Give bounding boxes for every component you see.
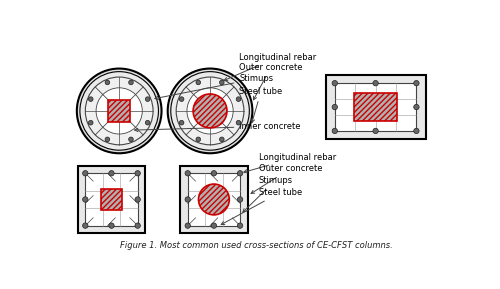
Text: Longitudinal rebar: Longitudinal rebar: [244, 153, 336, 173]
Circle shape: [88, 121, 93, 125]
Text: Outer concrete: Outer concrete: [240, 62, 303, 100]
Circle shape: [171, 72, 250, 150]
Circle shape: [373, 128, 378, 134]
Circle shape: [185, 171, 190, 176]
Bar: [78, 166, 146, 233]
Circle shape: [196, 137, 200, 142]
Circle shape: [332, 128, 338, 134]
Ellipse shape: [198, 184, 230, 215]
Bar: [180, 166, 248, 233]
Circle shape: [414, 128, 419, 134]
Circle shape: [332, 81, 338, 86]
Text: Stimups: Stimups: [243, 176, 292, 212]
Circle shape: [135, 171, 140, 176]
Text: Stimups: Stimups: [155, 74, 274, 100]
Circle shape: [105, 137, 110, 142]
Circle shape: [414, 81, 419, 86]
Circle shape: [146, 97, 150, 101]
Circle shape: [236, 97, 241, 101]
Circle shape: [414, 104, 419, 110]
Circle shape: [238, 197, 243, 202]
Circle shape: [180, 121, 184, 125]
Circle shape: [82, 171, 88, 176]
Text: Longitudinal rebar: Longitudinal rebar: [224, 53, 316, 81]
Circle shape: [135, 223, 140, 228]
Circle shape: [176, 77, 244, 145]
Bar: [326, 75, 426, 139]
Text: Steel tube: Steel tube: [240, 87, 282, 123]
Circle shape: [105, 80, 110, 85]
Text: Steel tube: Steel tube: [221, 188, 302, 225]
Bar: [86, 173, 138, 226]
Circle shape: [211, 223, 216, 228]
Bar: [100, 189, 122, 210]
Circle shape: [128, 80, 134, 85]
Circle shape: [88, 97, 93, 101]
Bar: [354, 93, 397, 121]
Circle shape: [180, 97, 184, 101]
Circle shape: [86, 77, 153, 145]
Circle shape: [185, 223, 190, 228]
Circle shape: [185, 197, 190, 202]
Circle shape: [80, 72, 158, 150]
Circle shape: [109, 171, 114, 176]
Circle shape: [109, 223, 114, 228]
Circle shape: [211, 171, 216, 176]
Circle shape: [82, 197, 88, 202]
Circle shape: [196, 80, 200, 85]
Bar: [188, 173, 240, 226]
Circle shape: [373, 81, 378, 86]
Circle shape: [77, 68, 162, 153]
Text: Inner concrete: Inner concrete: [134, 122, 301, 131]
Circle shape: [82, 223, 88, 228]
Circle shape: [236, 121, 241, 125]
Circle shape: [128, 137, 134, 142]
Ellipse shape: [193, 94, 227, 128]
Circle shape: [168, 68, 252, 153]
Circle shape: [220, 80, 224, 85]
Text: Outer concrete: Outer concrete: [251, 164, 322, 194]
Text: Figure 1. Most common used cross-sections of CE-CFST columns.: Figure 1. Most common used cross-section…: [120, 240, 392, 249]
Circle shape: [146, 121, 150, 125]
Circle shape: [96, 88, 142, 134]
Bar: [335, 83, 416, 131]
Bar: [108, 100, 130, 122]
Circle shape: [220, 137, 224, 142]
Circle shape: [238, 171, 243, 176]
Circle shape: [187, 88, 233, 134]
Circle shape: [238, 223, 243, 228]
Circle shape: [332, 104, 338, 110]
Circle shape: [135, 197, 140, 202]
